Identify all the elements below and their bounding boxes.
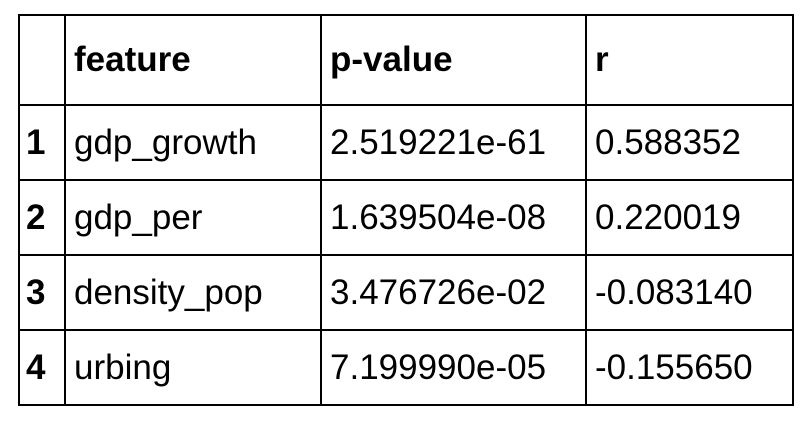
dataframe-table: feature p-value r 1 gdp_growth 2.519221e… [18, 14, 794, 406]
row-index: 2 [18, 179, 66, 256]
row-index: 3 [18, 254, 66, 331]
p-value-cell: 1.639504e-08 [320, 179, 587, 256]
r-cell: -0.083140 [585, 254, 794, 331]
table-row: 1 gdp_growth 2.519221e-61 0.588352 [18, 104, 794, 181]
table-row: 4 urbing 7.199990e-05 -0.155650 [18, 329, 794, 406]
p-value-cell: 3.476726e-02 [320, 254, 587, 331]
header-row: feature p-value r [18, 14, 794, 106]
feature-cell: density_pop [64, 254, 322, 331]
table-row: 3 density_pop 3.476726e-02 -0.083140 [18, 254, 794, 331]
table-row: 2 gdp_per 1.639504e-08 0.220019 [18, 179, 794, 256]
row-index: 1 [18, 104, 66, 181]
r-cell: 0.588352 [585, 104, 794, 181]
p-value-cell: 7.199990e-05 [320, 329, 587, 406]
p-value-cell: 2.519221e-61 [320, 104, 587, 181]
feature-header: feature [64, 14, 322, 106]
r-cell: 0.220019 [585, 179, 794, 256]
p-value-header: p-value [320, 14, 587, 106]
index-header [18, 14, 66, 106]
feature-cell: urbing [64, 329, 322, 406]
r-header: r [585, 14, 794, 106]
r-cell: -0.155650 [585, 329, 794, 406]
feature-cell: gdp_per [64, 179, 322, 256]
row-index: 4 [18, 329, 66, 406]
feature-cell: gdp_growth [64, 104, 322, 181]
